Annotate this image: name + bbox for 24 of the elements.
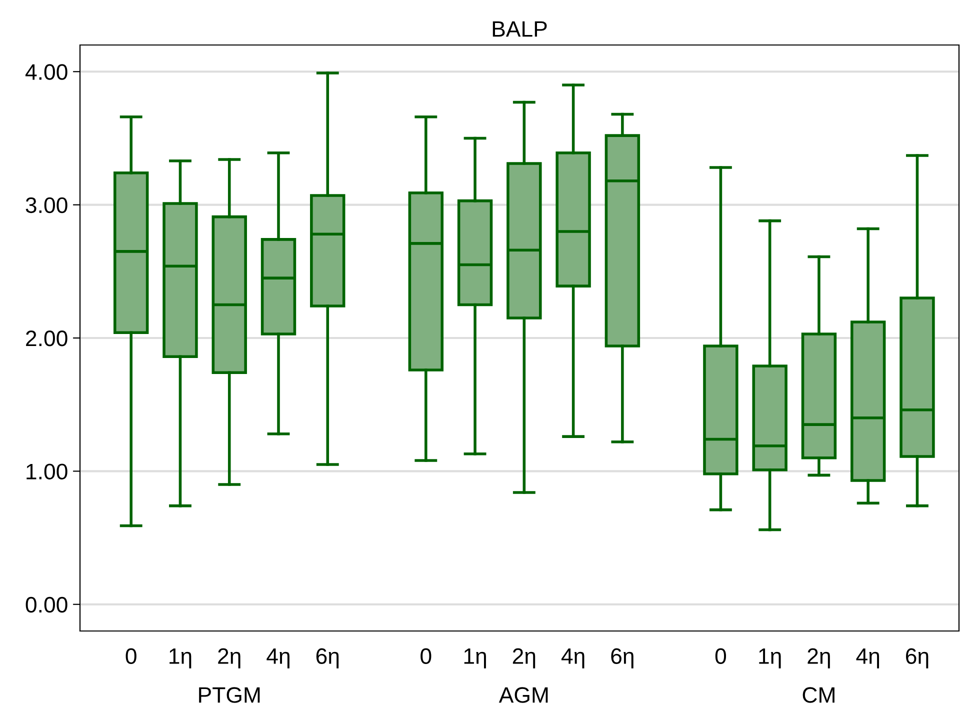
y-tick-label: 1.00 — [26, 464, 68, 480]
text: AGM — [498, 687, 548, 703]
y-tick-label: 0.00 — [26, 596, 68, 613]
x-tick-label: 4η — [266, 648, 290, 668]
x-tick-label: 6η — [611, 648, 634, 668]
x-tick-label: 1η — [170, 648, 192, 668]
x-tick-label: 1η — [759, 648, 781, 668]
text: CM — [802, 687, 834, 703]
x-tick-label: 0 — [420, 648, 432, 664]
x-tick-label: 4η — [561, 648, 584, 668]
chart-title: BALP — [492, 21, 547, 37]
x-tick-label: 0 — [715, 648, 726, 664]
x-tick-label: 1η — [464, 648, 486, 668]
y-tick-label: 4.00 — [25, 64, 68, 80]
y-tick-label: 2.00 — [26, 330, 68, 346]
x-tick-label: 6η — [316, 648, 339, 668]
x-tick-label: 6η — [906, 648, 928, 668]
x-tick-label: 2η — [512, 648, 536, 668]
x-tick-label: 2η — [808, 648, 830, 668]
x-tick-label: 2η — [218, 648, 240, 668]
y-tick-label: 3.00 — [26, 197, 68, 214]
x-tick-label: 4η — [856, 648, 880, 668]
text: PTGM — [199, 687, 260, 703]
x-tick-label: 0 — [126, 648, 136, 664]
